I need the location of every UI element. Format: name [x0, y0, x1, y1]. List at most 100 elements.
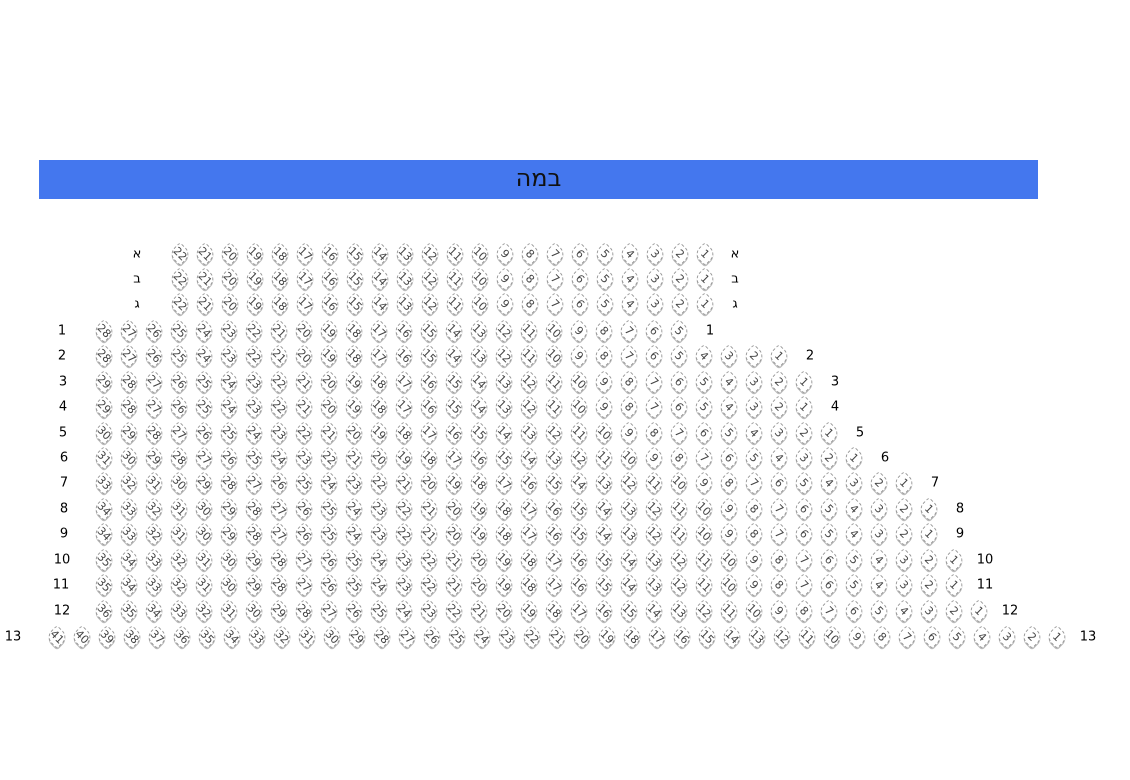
seat[interactable]: 5	[944, 624, 970, 650]
seat[interactable]: 12	[691, 598, 717, 624]
seat[interactable]: 16	[391, 343, 417, 369]
seat[interactable]: 4	[716, 369, 742, 395]
seat[interactable]: 19	[242, 291, 268, 317]
seat[interactable]: 8	[869, 624, 895, 650]
seat[interactable]: 9	[616, 420, 642, 446]
seat[interactable]: 7	[791, 572, 817, 598]
seat[interactable]: 12	[641, 496, 667, 522]
seat[interactable]: 10	[467, 266, 493, 292]
seat[interactable]: 4	[866, 547, 892, 573]
seat[interactable]: 13	[466, 318, 492, 344]
seat[interactable]: 8	[616, 369, 642, 395]
seat[interactable]: 35	[194, 624, 220, 650]
seat[interactable]: 10	[716, 547, 742, 573]
seat[interactable]: 6	[666, 369, 692, 395]
seat[interactable]: 14	[641, 598, 667, 624]
seat[interactable]: 6	[716, 445, 742, 471]
seat[interactable]: 22	[441, 598, 467, 624]
seat[interactable]: 16	[391, 318, 417, 344]
seat[interactable]: 11	[442, 291, 468, 317]
seat[interactable]: 30	[216, 547, 242, 573]
seat[interactable]: 17	[366, 318, 392, 344]
seat[interactable]: 13	[392, 266, 418, 292]
seat[interactable]: 22	[241, 343, 267, 369]
seat[interactable]: 1	[692, 291, 718, 317]
seat[interactable]: 30	[241, 598, 267, 624]
seat[interactable]: 22	[167, 291, 193, 317]
seat[interactable]: 3	[741, 394, 767, 420]
seat[interactable]: 13	[666, 598, 692, 624]
seat[interactable]: 9	[492, 241, 518, 267]
seat[interactable]: 8	[766, 572, 792, 598]
seat[interactable]: 27	[291, 547, 317, 573]
seat[interactable]: 31	[141, 470, 167, 496]
seat[interactable]: 7	[791, 547, 817, 573]
seat[interactable]: 21	[266, 318, 292, 344]
seat[interactable]: 7	[616, 343, 642, 369]
seat[interactable]: 30	[191, 496, 217, 522]
seat[interactable]: 1	[1044, 624, 1070, 650]
seat[interactable]: 32	[269, 624, 295, 650]
seat[interactable]: 20	[341, 420, 367, 446]
seat[interactable]: 19	[466, 496, 492, 522]
seat[interactable]: 34	[91, 496, 117, 522]
seat[interactable]: 27	[166, 420, 192, 446]
seat[interactable]: 3	[891, 572, 917, 598]
seat[interactable]: 28	[116, 369, 142, 395]
seat[interactable]: 3	[866, 496, 892, 522]
seat[interactable]: 26	[341, 598, 367, 624]
seat[interactable]: 1	[916, 496, 942, 522]
seat[interactable]: 16	[566, 572, 592, 598]
seat[interactable]: 21	[441, 547, 467, 573]
seat[interactable]: 18	[391, 420, 417, 446]
seat[interactable]: 20	[441, 521, 467, 547]
seat[interactable]: 35	[116, 598, 142, 624]
seat[interactable]: 25	[216, 420, 242, 446]
seat[interactable]: 10	[566, 369, 592, 395]
seat[interactable]: 30	[91, 420, 117, 446]
seat[interactable]: 2	[891, 496, 917, 522]
seat[interactable]: 5	[816, 521, 842, 547]
seat[interactable]: 5	[791, 470, 817, 496]
seat[interactable]: 1	[891, 470, 917, 496]
seat[interactable]: 19	[341, 369, 367, 395]
seat[interactable]: 11	[516, 343, 542, 369]
seat[interactable]: 15	[342, 241, 368, 267]
seat[interactable]: 25	[316, 521, 342, 547]
seat[interactable]: 15	[541, 470, 567, 496]
seat[interactable]: 4	[969, 624, 995, 650]
seat[interactable]: 12	[769, 624, 795, 650]
seat[interactable]: 19	[391, 445, 417, 471]
seat[interactable]: 24	[216, 394, 242, 420]
seat[interactable]: 36	[169, 624, 195, 650]
seat[interactable]: 4	[841, 521, 867, 547]
seat[interactable]: 28	[116, 394, 142, 420]
seat[interactable]: 20	[491, 598, 517, 624]
seat[interactable]: 7	[616, 318, 642, 344]
seat[interactable]: 19	[242, 241, 268, 267]
seat[interactable]: 20	[217, 241, 243, 267]
seat[interactable]: 31	[91, 445, 117, 471]
seat[interactable]: 27	[241, 470, 267, 496]
seat[interactable]: 9	[641, 445, 667, 471]
seat[interactable]: 8	[716, 470, 742, 496]
seat[interactable]: 1	[766, 343, 792, 369]
seat[interactable]: 14	[367, 241, 393, 267]
seat[interactable]: 29	[216, 521, 242, 547]
seat[interactable]: 8	[517, 241, 543, 267]
seat[interactable]: 32	[166, 547, 192, 573]
seat[interactable]: 26	[216, 445, 242, 471]
seat[interactable]: 7	[641, 369, 667, 395]
seat[interactable]: 19	[516, 598, 542, 624]
seat[interactable]: 24	[266, 445, 292, 471]
seat[interactable]: 22	[416, 547, 442, 573]
seat[interactable]: 9	[566, 343, 592, 369]
seat[interactable]: 32	[191, 598, 217, 624]
seat[interactable]: 28	[216, 470, 242, 496]
seat[interactable]: 22	[266, 394, 292, 420]
seat[interactable]: 25	[341, 547, 367, 573]
seat[interactable]: 6	[841, 598, 867, 624]
seat[interactable]: 29	[344, 624, 370, 650]
seat[interactable]: 2	[667, 241, 693, 267]
seat[interactable]: 20	[291, 318, 317, 344]
